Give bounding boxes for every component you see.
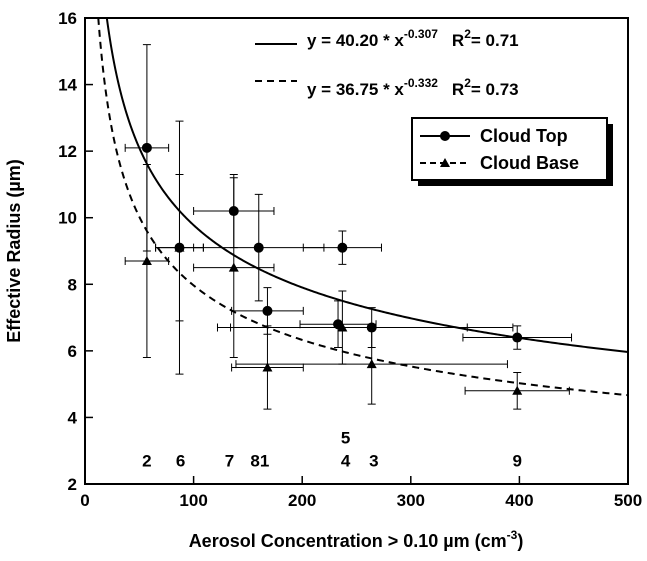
x-tick-label: 500 [614,491,642,510]
x-tick-label: 400 [505,491,533,510]
legend-marker [440,158,450,167]
x-tick-label: 100 [179,491,207,510]
y-tick-label: 12 [58,142,77,161]
point-label: 2 [142,452,151,471]
fit-equation: y = 36.75 * x-0.332 R2= 0.73 [307,76,519,99]
y-tick-label: 4 [68,408,78,427]
point-label: 5 [341,428,350,447]
data-point [512,385,523,395]
data-point [228,262,239,272]
equation-text: y = 40.20 * x [307,31,404,50]
data-point [174,242,185,252]
y-tick-label: 6 [68,342,77,361]
legend-box [411,117,608,181]
x-axis-label: Aerosol Concentration > 0.10 µm (cm-3) [189,528,524,551]
x-label-end: ) [517,531,523,551]
plot-frame [84,17,629,485]
legend-label: Cloud Top [480,126,568,146]
x-tick-label: 200 [288,491,316,510]
legend [411,117,613,186]
x-label-sup: -3 [507,528,518,542]
r2-symbol: R [452,80,464,99]
r2-power: 2 [464,27,471,41]
data-point [337,322,348,332]
y-tick-label: 2 [68,475,77,494]
legend-marker [440,131,450,141]
y-tick-label: 8 [68,275,77,294]
point-label: 6 [176,452,185,471]
point-label: 81 [250,452,269,471]
y-tick-label: 10 [58,209,77,228]
r2-power: 2 [464,76,471,90]
point-label: 7 [225,452,234,471]
fit-curve [105,18,628,354]
fit-curve [97,18,628,397]
legend-label: Cloud Base [480,153,579,173]
x-tick-label: 0 [80,491,89,510]
y-tick-label: 14 [58,76,77,95]
x-tick-label: 300 [397,491,425,510]
equation-exponent: -0.332 [404,76,438,90]
data-point [262,362,273,372]
data-point [141,255,152,265]
equation-exponent: -0.307 [404,27,438,41]
data-point [512,332,523,343]
x-label-text: Aerosol Concentration > 0.10 µm (cm [189,531,507,551]
y-axis-label: Effective Radius (µm) [4,159,24,342]
y-tick-label: 16 [58,9,77,28]
fit-equation: y = 40.20 * x-0.307 R2= 0.71 [307,27,519,50]
equation-text: y = 36.75 * x [307,80,404,99]
point-label: 3 [369,452,378,471]
data-point [262,305,273,316]
r2-symbol: R [452,31,464,50]
point-label: 9 [512,452,521,471]
data-point [337,242,348,253]
data-point [253,242,264,253]
plot-area [97,18,628,410]
r2-text: = 0.73 [471,80,519,99]
point-label: 4 [341,452,351,471]
data-point [141,142,152,153]
r2-text: = 0.71 [471,31,519,50]
data-point [366,359,377,369]
